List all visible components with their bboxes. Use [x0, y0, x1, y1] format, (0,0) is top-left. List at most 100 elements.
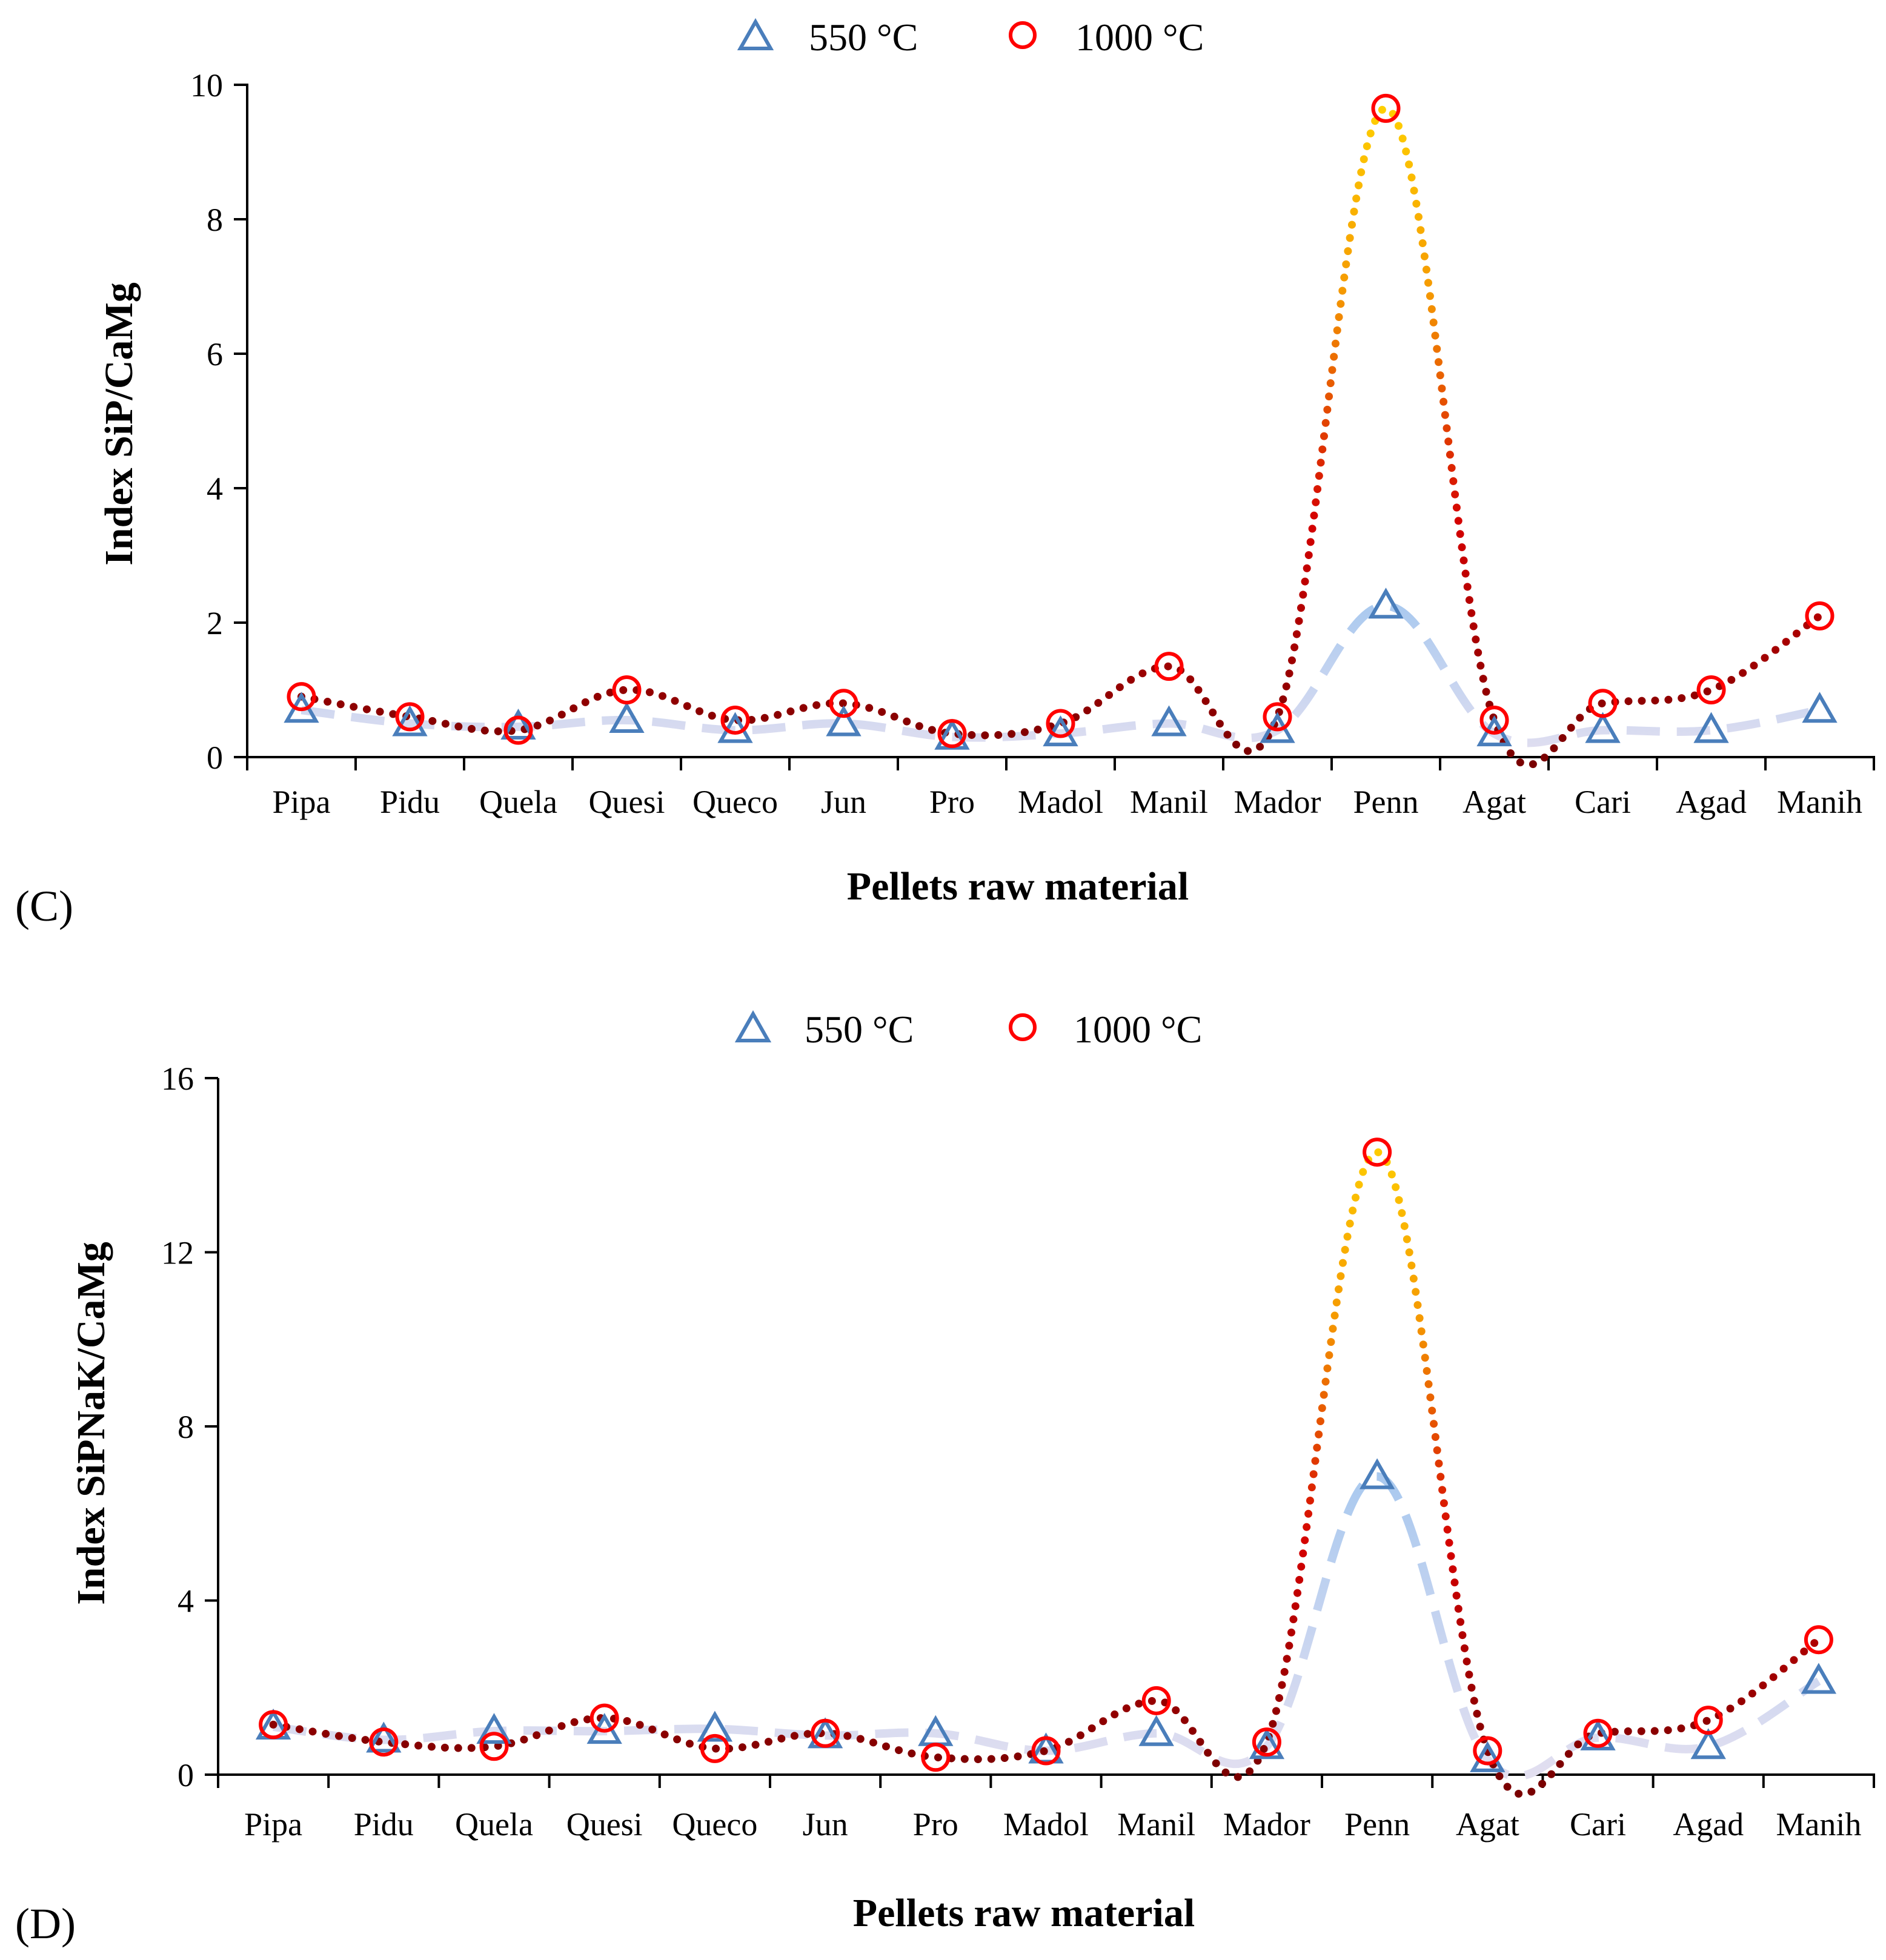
x-ticks: Pipa Pidu Quela Quesi Queco Jun Pro Madol Manil M…	[246, 757, 1875, 820]
legend: 550 °C 1000 °C	[709, 1008, 1202, 1051]
x-tick-label: Manil	[1130, 784, 1208, 820]
point-550-manil	[1151, 705, 1187, 737]
chart-panel-c: 550 °C 1000 °C 0 2 4 6 8 10 Pipa Pidu Quela Ques…	[15, 16, 1875, 930]
series-550-line	[273, 1472, 1821, 1781]
point-550-penn	[1368, 588, 1404, 619]
x-tick-label: Jun	[803, 1806, 848, 1842]
x-tick-label: Agad	[1673, 1806, 1744, 1842]
point-550-cari	[1585, 712, 1621, 743]
point-1000-queco	[700, 1733, 729, 1763]
x-axis-title: Pellets raw material	[853, 1891, 1195, 1935]
point-1000-pidu	[369, 1727, 399, 1757]
x-tick-label: Manih	[1777, 784, 1862, 820]
point-550-manih	[1801, 1663, 1837, 1694]
point-1000-madol	[1046, 709, 1075, 738]
series-1000-markers	[259, 1137, 1833, 1772]
series-1000-markers	[287, 93, 1835, 749]
point-550-mador	[1249, 1728, 1285, 1760]
point-1000-manih	[1805, 601, 1835, 631]
y-tick-label: 6	[207, 336, 223, 372]
y-tick-label: 12	[161, 1235, 194, 1271]
point-550-queco	[697, 1710, 733, 1742]
point-1000-pipa	[287, 682, 316, 712]
point-1000-manil	[1154, 652, 1184, 681]
x-tick-label: Pro	[913, 1806, 958, 1842]
point-550-quela	[476, 1713, 512, 1744]
x-tick-label: Quela	[455, 1806, 533, 1842]
y-tick-label: 0	[178, 1757, 194, 1793]
point-1000-agat	[1479, 705, 1509, 735]
point-1000-quela	[503, 715, 533, 745]
point-550-manil	[1138, 1715, 1174, 1746]
point-1000-penn	[1371, 93, 1401, 123]
x-tick-label: Quesi	[589, 784, 665, 820]
x-tick-label: Agat	[1456, 1806, 1519, 1842]
point-1000-penn	[1363, 1137, 1392, 1167]
x-tick-label: Cari	[1570, 1806, 1626, 1842]
legend-550-marker-icon	[734, 1010, 772, 1042]
point-550-agat	[1470, 1741, 1506, 1772]
legend-1000-label: 1000 °C	[1074, 1008, 1202, 1051]
x-tick-label: Manih	[1776, 1806, 1861, 1842]
x-tick-label: Penn	[1353, 784, 1419, 820]
x-tick-label: Quela	[479, 784, 557, 820]
point-1000-manil	[1141, 1686, 1171, 1715]
point-1000-pidu	[395, 702, 425, 732]
x-tick-label: Mador	[1234, 784, 1321, 820]
point-1000-agad	[1693, 1706, 1723, 1735]
point-550-agad	[1690, 1728, 1726, 1760]
x-tick-label: Pidu	[380, 784, 440, 820]
y-tick-label: 8	[207, 202, 223, 238]
x-tick-label: Mador	[1223, 1806, 1310, 1842]
point-1000-quesi	[612, 675, 642, 704]
x-tick-label: Penn	[1344, 1806, 1410, 1842]
point-550-jun	[826, 705, 862, 737]
y-tick-label: 8	[178, 1409, 194, 1445]
x-tick-label: Quesi	[566, 1806, 643, 1842]
point-1000-madol	[1031, 1736, 1061, 1766]
y-tick-label: 4	[178, 1583, 194, 1620]
x-axis-title: Pellets raw material	[847, 864, 1189, 909]
point-1000-jun	[829, 689, 858, 718]
x-tick-label: Pipa	[244, 1806, 302, 1842]
point-1000-agat	[1473, 1736, 1502, 1766]
y-tick-label: 2	[207, 605, 223, 641]
x-tick-label: Pidu	[354, 1806, 414, 1842]
point-550-penn	[1359, 1458, 1395, 1489]
point-1000-manih	[1804, 1625, 1833, 1655]
point-1000-pro	[937, 719, 967, 749]
x-tick-label: Madol	[1003, 1806, 1089, 1842]
x-tick-label: Manil	[1117, 1806, 1195, 1842]
legend-1000-marker-icon	[1009, 21, 1037, 49]
point-550-manih	[1802, 692, 1838, 723]
y-axis-title: Index SiPNaK/CaMg	[69, 1242, 113, 1605]
y-tick-label: 10	[190, 67, 223, 104]
y-tick-label: 4	[207, 471, 223, 507]
point-550-pidu	[392, 705, 428, 737]
y-tick-label: 16	[161, 1061, 194, 1097]
legend-1000-label: 1000 °C	[1075, 16, 1204, 59]
point-1000-agad	[1696, 675, 1726, 704]
point-550-quesi	[609, 701, 645, 733]
x-tick-label: Agat	[1463, 784, 1526, 820]
point-1000-pro	[921, 1743, 951, 1772]
panel-label: (C)	[15, 882, 73, 930]
point-1000-mador	[1252, 1727, 1281, 1757]
y-axis-title: Index SiP/CaMg	[97, 282, 141, 566]
series-1000-line	[269, 1148, 1823, 1798]
legend-1000-marker-icon	[1009, 1013, 1037, 1041]
x-tick-label: Madol	[1018, 784, 1103, 820]
y-ticks: 0 4 8 12 16	[161, 1061, 218, 1793]
point-550-quela	[500, 709, 536, 740]
y-tick-label: 0	[207, 740, 223, 776]
point-1000-quesi	[589, 1703, 619, 1733]
x-tick-label: Queco	[672, 1806, 757, 1842]
x-tick-label: Jun	[821, 784, 866, 820]
series-1000-line	[297, 104, 1824, 769]
point-1000-quela	[479, 1732, 509, 1761]
point-1000-mador	[1263, 702, 1292, 732]
point-1000-cari	[1583, 1718, 1613, 1748]
x-tick-label: Queco	[692, 784, 778, 820]
legend: 550 °C 1000 °C	[712, 16, 1204, 59]
